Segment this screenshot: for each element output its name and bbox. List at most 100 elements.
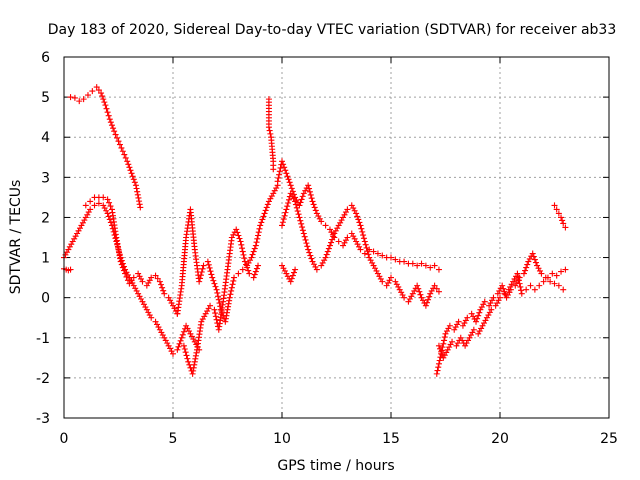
data-point <box>89 88 96 95</box>
data-point <box>133 185 140 192</box>
data-point <box>170 350 176 357</box>
data-point <box>451 326 458 333</box>
data-point <box>228 284 235 291</box>
data-point <box>499 282 506 289</box>
data-point <box>477 306 484 313</box>
data-point <box>447 341 454 348</box>
data-point <box>318 218 325 225</box>
data-point <box>467 332 474 339</box>
data-point <box>121 151 128 158</box>
data-point <box>132 285 139 292</box>
data-point <box>277 164 284 171</box>
data-point <box>363 244 370 251</box>
data-point <box>76 225 83 232</box>
data-point <box>386 277 393 284</box>
data-point <box>475 312 482 319</box>
y-tick-label: 1 <box>41 251 50 267</box>
data-point <box>183 352 190 359</box>
data-point <box>383 282 390 289</box>
data-point <box>357 246 364 253</box>
data-point <box>162 337 169 344</box>
data-point <box>427 290 434 297</box>
y-tick-label: 2 <box>41 210 50 226</box>
data-point <box>145 279 152 286</box>
data-point <box>281 212 288 219</box>
data-point <box>329 236 336 243</box>
data-point <box>283 170 290 177</box>
data-point <box>452 324 459 331</box>
data-point <box>454 321 461 328</box>
data-point <box>279 158 285 165</box>
data-point <box>530 253 537 260</box>
data-point <box>261 210 268 217</box>
series-trace-c <box>61 265 74 274</box>
data-point <box>374 270 381 277</box>
data-point <box>547 278 554 285</box>
data-point <box>470 326 477 333</box>
data-point <box>279 222 285 229</box>
data-point <box>299 227 306 234</box>
data-point <box>115 138 122 145</box>
data-point <box>416 288 423 295</box>
series-trace-g <box>265 96 277 173</box>
data-point <box>464 314 471 321</box>
data-point <box>108 122 115 129</box>
data-point <box>525 258 532 265</box>
data-point <box>239 248 246 255</box>
data-point <box>154 321 161 328</box>
data-point <box>360 232 367 239</box>
data-point <box>267 195 274 202</box>
data-point <box>414 282 421 289</box>
data-point <box>130 274 137 281</box>
data-point <box>376 273 383 280</box>
data-point <box>93 84 100 91</box>
data-point <box>536 267 543 274</box>
data-point <box>228 287 235 294</box>
data-point <box>274 178 281 185</box>
data-point <box>267 130 274 137</box>
data-point <box>112 131 119 138</box>
data-point <box>123 273 130 280</box>
data-point <box>453 342 460 349</box>
data-point <box>370 248 377 255</box>
data-point <box>497 294 503 301</box>
data-point <box>159 284 166 291</box>
data-point <box>82 202 89 209</box>
data-point <box>247 257 254 264</box>
data-point <box>265 124 272 131</box>
data-point <box>111 128 118 135</box>
data-point <box>152 318 159 325</box>
data-point <box>183 322 190 329</box>
data-point <box>415 285 422 292</box>
data-point <box>551 202 558 209</box>
data-point <box>297 217 304 224</box>
data-point <box>127 167 134 174</box>
data-point <box>245 267 252 274</box>
x-tick-label: 0 <box>60 431 69 447</box>
data-point <box>486 309 493 316</box>
data-point <box>282 167 289 174</box>
data-point <box>110 125 117 132</box>
data-point <box>133 287 140 294</box>
data-point <box>434 367 441 374</box>
data-point <box>321 257 328 264</box>
data-point <box>418 294 425 301</box>
data-point <box>252 268 259 275</box>
data-point <box>461 320 468 327</box>
data-point <box>344 234 351 241</box>
data-point <box>240 251 247 258</box>
data-point <box>91 202 98 209</box>
data-point <box>251 271 258 278</box>
data-point <box>190 336 197 343</box>
data-point <box>131 179 138 186</box>
data-point <box>230 277 237 284</box>
data-point <box>318 262 325 269</box>
data-point <box>106 199 113 206</box>
data-point <box>481 298 488 305</box>
data-point <box>227 291 234 298</box>
x-tick-label: 5 <box>169 431 178 447</box>
data-point <box>306 249 313 256</box>
data-point <box>301 233 308 240</box>
data-point <box>241 258 248 265</box>
